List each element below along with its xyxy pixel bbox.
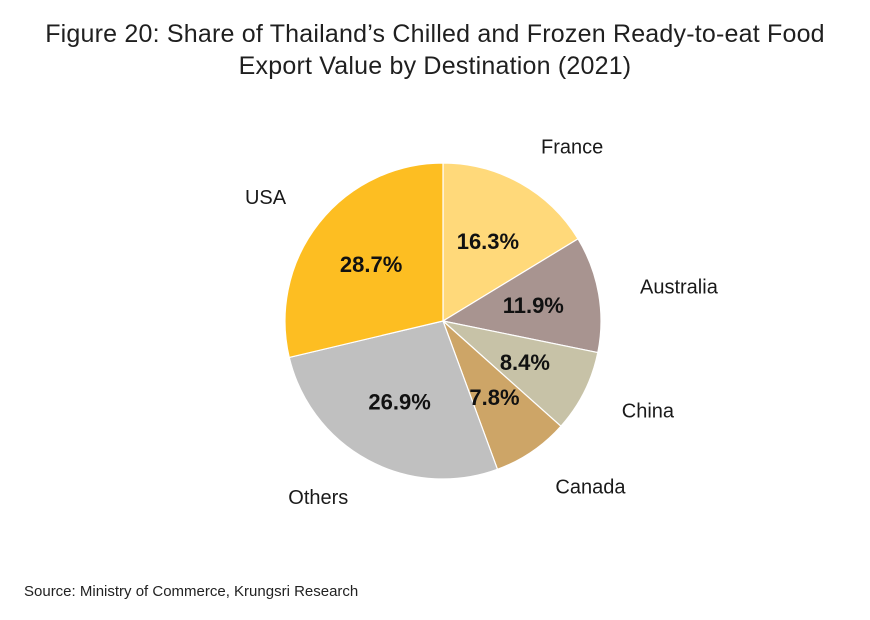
- value-label-australia: 11.9%: [503, 293, 564, 318]
- category-label-australia: Australia: [640, 277, 719, 299]
- pie-slice-usa: [284, 162, 444, 359]
- pie-slice-others: [288, 320, 499, 480]
- value-label-canada: 7.8%: [469, 385, 519, 410]
- category-label-canada: Canada: [555, 476, 626, 498]
- chart-title: Figure 20: Share of Thailand’s Chilled a…: [0, 18, 870, 82]
- source-note: Source: Ministry of Commerce, Krungsri R…: [24, 583, 359, 600]
- chart-title-line-2: Export Value by Destination (2021): [238, 52, 632, 80]
- pie-slices: [284, 162, 602, 480]
- value-label-others: 26.9%: [368, 390, 430, 415]
- category-label-china: China: [622, 401, 675, 423]
- chart-title-line-1: Figure 20: Share of Thailand’s Chilled a…: [45, 20, 825, 48]
- category-label-usa: USA: [245, 187, 287, 209]
- pie-slice-france: [442, 162, 579, 323]
- value-label-usa: 28.7%: [340, 252, 402, 277]
- value-label-china: 8.4%: [500, 350, 550, 375]
- pie-slice-australia: [441, 238, 602, 354]
- value-label-france: 16.3%: [457, 229, 519, 254]
- category-label-france: France: [541, 137, 603, 159]
- pie-labels: 16.3% France 11.9% Australia 8.4% China 7.8% Ca…: [245, 137, 719, 510]
- category-label-others: Others: [288, 487, 348, 509]
